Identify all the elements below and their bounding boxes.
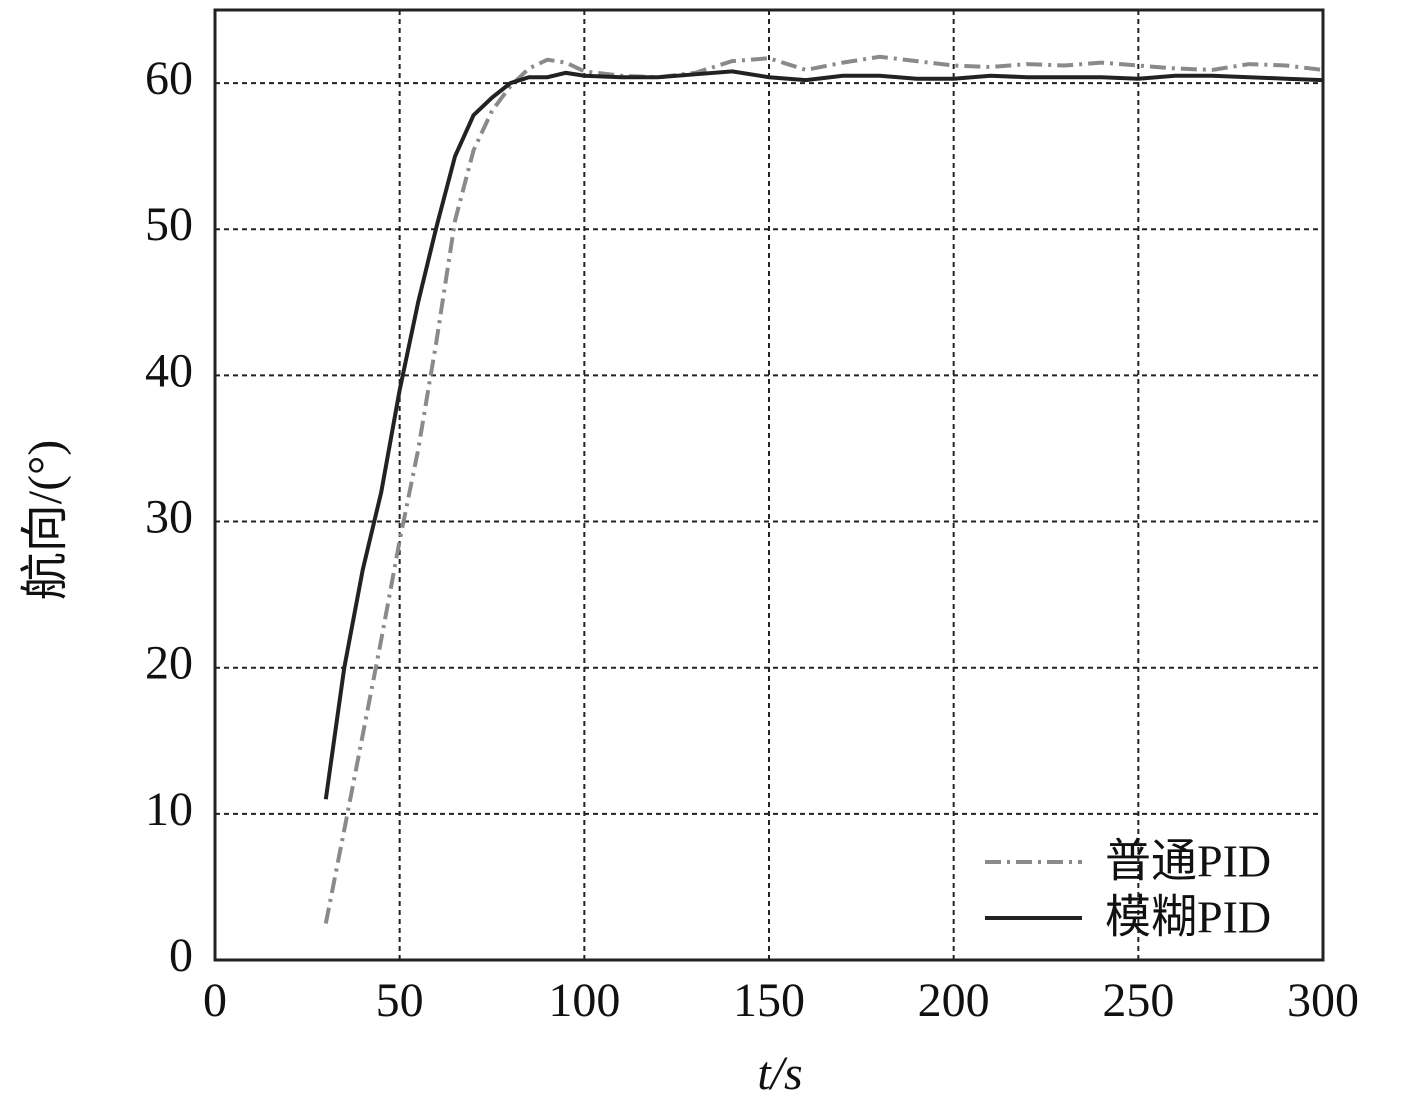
- y-axis-label: 航向/(°): [19, 440, 72, 601]
- x-tick-label: 300: [1287, 974, 1359, 1027]
- y-tick-label: 10: [145, 783, 193, 836]
- x-tick-label: 50: [376, 974, 424, 1027]
- y-tick-label: 20: [145, 637, 193, 690]
- y-tick-label: 30: [145, 491, 193, 544]
- y-tick-label: 0: [169, 929, 193, 982]
- plot-frame: [213, 8, 1325, 962]
- y-tick-label: 60: [145, 52, 193, 105]
- x-tick-label: 200: [918, 974, 990, 1027]
- x-tick-label: 100: [548, 974, 620, 1027]
- legend-label: 模糊PID: [1105, 892, 1271, 943]
- x-tick-label: 250: [1102, 974, 1174, 1027]
- y-tick-label: 40: [145, 344, 193, 397]
- x-tick-label: 0: [203, 974, 227, 1027]
- y-tick-label: 50: [145, 198, 193, 251]
- legend-label: 普通PID: [1105, 836, 1271, 887]
- series-line: [323, 54, 1324, 924]
- series-line: [323, 69, 1324, 800]
- x-tick-label: 150: [733, 974, 805, 1027]
- x-axis-label: t/s: [757, 1047, 802, 1100]
